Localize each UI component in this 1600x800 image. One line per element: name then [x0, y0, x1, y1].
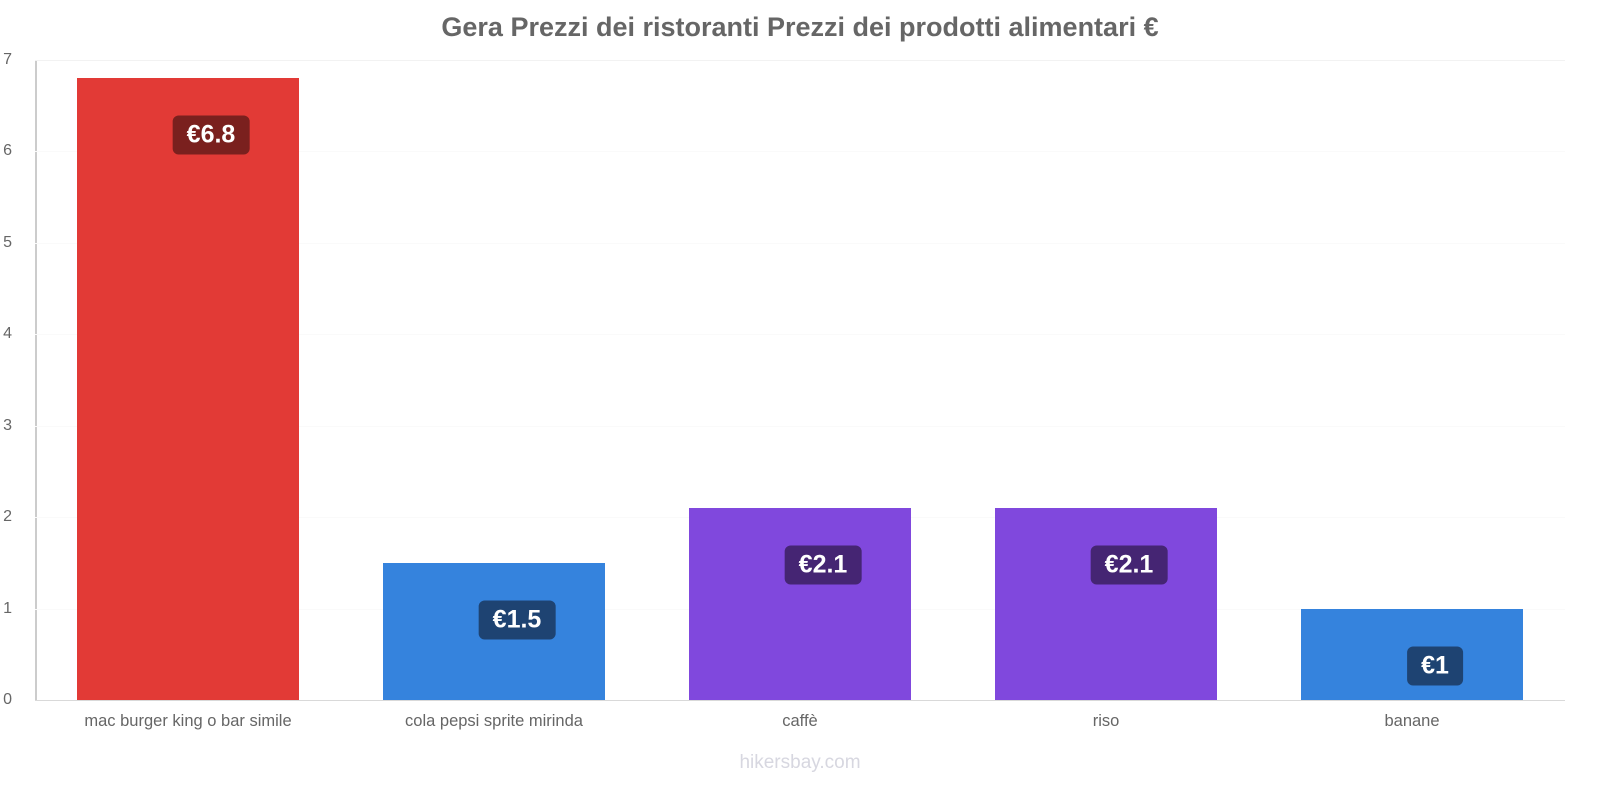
- y-axis-line: [35, 60, 37, 701]
- bar-value-label: €2.1: [1090, 545, 1168, 585]
- x-axis-tick-label: riso: [1092, 712, 1120, 730]
- y-axis-tick-label: 1: [3, 599, 12, 617]
- bar-value-label: €1.5: [478, 600, 556, 640]
- bar: [689, 508, 911, 700]
- y-axis-tick-label: 6: [3, 142, 12, 160]
- footer-watermark: hikersbay.com: [739, 752, 861, 773]
- y-axis-tick-label: 3: [3, 416, 12, 434]
- y-axis-tick-label: 5: [3, 233, 12, 251]
- x-axis-tick-label: caffè: [782, 712, 818, 730]
- bar: [995, 508, 1217, 700]
- plot-area: €6.8 €1.5 €2.1 €2.1 €1: [35, 60, 1565, 700]
- gridline: [35, 242, 1565, 244]
- x-axis-line: [35, 700, 1565, 701]
- x-axis-tick-label: mac burger king o bar simile: [84, 712, 292, 730]
- gridline: [35, 425, 1565, 427]
- y-axis-tick-label: 2: [3, 508, 12, 526]
- gridline: [35, 60, 1565, 61]
- gridline: [35, 334, 1565, 336]
- gridline: [35, 151, 1565, 153]
- y-axis-tick-label: 0: [3, 691, 12, 708]
- x-axis-tick-label: banane: [1384, 712, 1440, 730]
- bar: [77, 78, 299, 700]
- y-axis-tick-label: 4: [3, 325, 12, 343]
- bar-value-label: €6.8: [172, 115, 250, 155]
- y-axis-tick-label: 7: [3, 51, 12, 68]
- chart-title: Gera Prezzi dei ristoranti Prezzi dei pr…: [441, 12, 1159, 42]
- x-axis-tick-label: cola pepsi sprite mirinda: [405, 712, 583, 730]
- bar-value-label: €2.1: [784, 545, 862, 585]
- bar-value-label: €1: [1407, 646, 1463, 686]
